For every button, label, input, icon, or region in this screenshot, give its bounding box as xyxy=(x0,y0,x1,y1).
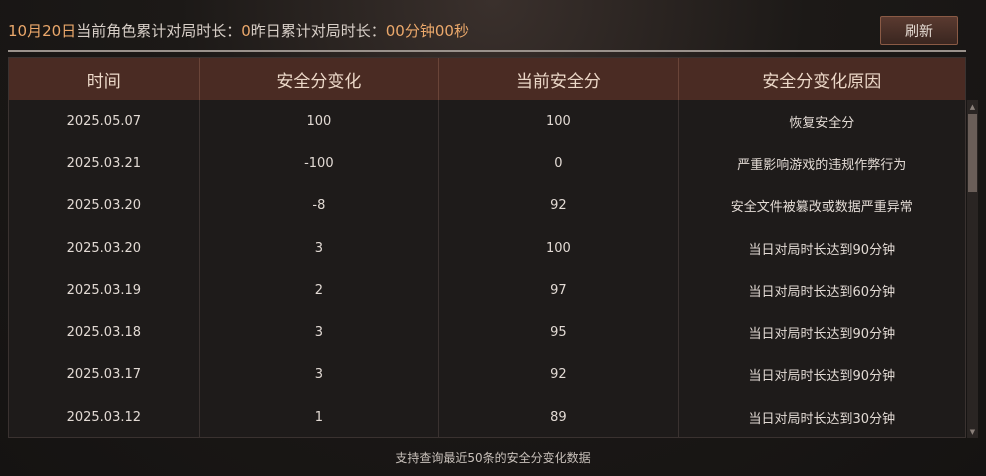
column-header-reason: 安全分变化原因 xyxy=(762,71,882,92)
scroll-down-icon[interactable]: ▼ xyxy=(969,428,976,436)
label-current: 当前角色累计对局时长： xyxy=(76,22,242,40)
cell-current: 92 xyxy=(439,353,679,397)
cell-current: 92 xyxy=(439,184,679,227)
cell-time: 2025.03.19 xyxy=(9,269,200,312)
table-header: 时间 安全分变化 当前安全分 安全分变化原因 xyxy=(9,58,965,100)
table-row: 2025.03.19 2 97 当日对局时长达到60分钟 xyxy=(9,269,965,312)
column-header-time: 时间 xyxy=(9,58,200,100)
cell-reason: 当日对局时长达到60分钟 xyxy=(748,284,896,300)
cell-current: 97 xyxy=(439,269,679,312)
cell-reason: 当日对局时长达到30分钟 xyxy=(748,411,896,427)
cell-change: 1 xyxy=(200,396,440,439)
table-row: 2025.03.21 -100 0 严重影响游戏的违规作弊行为 xyxy=(9,142,965,185)
column-header-current: 当前安全分 xyxy=(439,58,679,100)
divider xyxy=(8,50,966,52)
table-row: 2025.03.20 3 100 当日对局时长达到90分钟 xyxy=(9,226,965,270)
safety-score-table: 时间 安全分变化 当前安全分 安全分变化原因 2025.05.07 100 100 恢… xyxy=(8,57,966,439)
cell-reason: 当日对局时长达到90分钟 xyxy=(748,369,896,385)
table-row: 2025.03.17 3 92 当日对局时长达到90分钟 xyxy=(9,353,965,397)
cell-change: 2 xyxy=(200,269,440,312)
refresh-button[interactable]: 刷新 xyxy=(880,16,958,45)
cell-time: 2025.03.18 xyxy=(9,311,200,354)
table-row: 2025.03.20 -8 92 安全文件被篡改或数据严重异常 xyxy=(9,184,965,227)
cell-reason: 严重影响游戏的违规作弊行为 xyxy=(737,157,907,173)
cell-time: 2025.03.17 xyxy=(9,353,200,397)
cell-current: 100 xyxy=(439,226,679,270)
cell-current: 100 xyxy=(439,100,679,143)
cell-reason: 恢复安全分 xyxy=(789,115,855,131)
scroll-up-icon[interactable]: ▲ xyxy=(969,103,976,111)
cell-reason: 当日对局时长达到90分钟 xyxy=(748,327,896,343)
cell-time: 2025.03.21 xyxy=(9,142,200,185)
cell-current: 0 xyxy=(439,142,679,185)
cell-change: -100 xyxy=(200,142,440,185)
cell-time: 2025.03.20 xyxy=(9,184,200,227)
cell-change: 3 xyxy=(200,353,440,397)
scrollbar[interactable]: ▲ ▼ xyxy=(967,100,978,438)
footer-note: 支持查询最近50条的安全分变化数据 xyxy=(395,451,591,465)
cell-time: 2025.03.20 xyxy=(9,226,200,270)
cell-change: 100 xyxy=(200,100,440,143)
table-row: 2025.03.18 3 95 当日对局时长达到90分钟 xyxy=(9,311,965,354)
cell-time: 2025.05.07 xyxy=(9,100,200,143)
table-row: 2025.03.12 1 89 当日对局时长达到30分钟 xyxy=(9,396,965,439)
cell-change: -8 xyxy=(200,184,440,227)
value-yesterday: 00分钟00秒 xyxy=(385,22,469,40)
label-yesterday: 昨日累计对局时长： xyxy=(250,22,386,40)
value-current: 0 xyxy=(241,22,251,40)
cell-current: 89 xyxy=(439,396,679,439)
cell-reason: 当日对局时长达到90分钟 xyxy=(748,242,896,258)
cell-reason: 安全文件被篡改或数据严重异常 xyxy=(730,200,913,216)
cell-time: 2025.03.12 xyxy=(9,396,200,439)
cell-change: 3 xyxy=(200,311,440,354)
table-body: 2025.05.07 100 100 恢复安全分 2025.03.21 -100 0 严重影响… xyxy=(9,100,965,439)
playtime-summary: 10月20日当前角色累计对局时长：0昨日累计对局时长：00分钟00秒 xyxy=(8,20,469,41)
scroll-thumb[interactable] xyxy=(968,114,977,192)
cell-current: 95 xyxy=(439,311,679,354)
table-row: 2025.05.07 100 100 恢复安全分 xyxy=(9,100,965,143)
column-header-change: 安全分变化 xyxy=(200,58,440,100)
cell-change: 3 xyxy=(200,226,440,270)
date: 10月20日 xyxy=(8,22,77,40)
